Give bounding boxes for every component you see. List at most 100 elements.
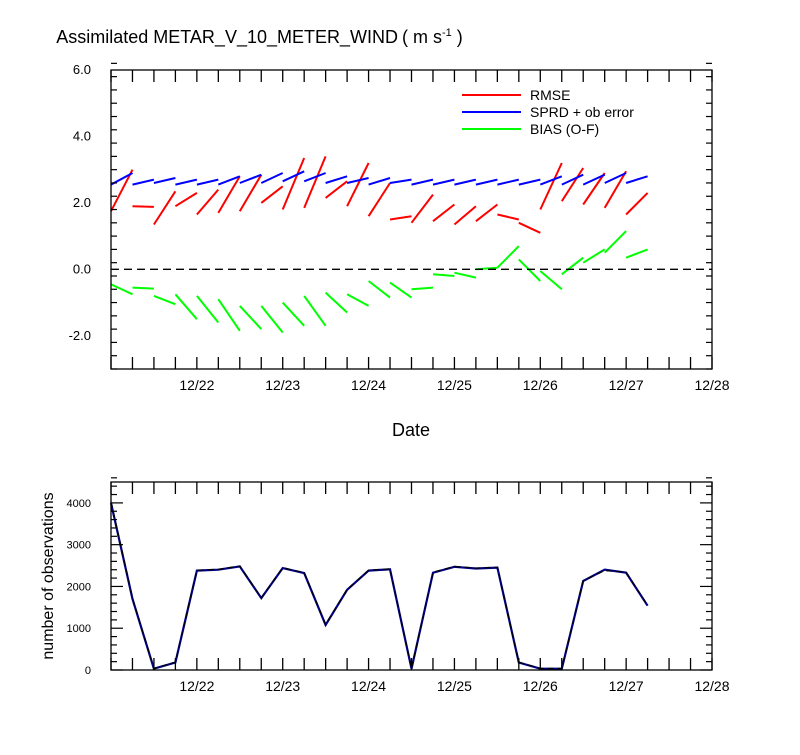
- series-sprd-segment: [282, 170, 305, 183]
- series-rmse-segment: [603, 170, 627, 209]
- series-sprd-segment: [175, 178, 198, 186]
- series-bias-segment: [561, 256, 584, 276]
- series-bias-segment: [132, 286, 154, 290]
- top-ytick-label: -2.0: [69, 328, 91, 343]
- top-xtick-label: 12/27: [609, 377, 644, 393]
- bottom-ytick-label: 3000: [67, 540, 91, 552]
- series-bias-segment: [346, 293, 370, 307]
- bottom-xtick-label: 12/26: [523, 678, 558, 694]
- top-ytick-label: 4.0: [73, 128, 91, 143]
- series-rmse-segment: [110, 169, 134, 212]
- series-bias-segment: [389, 281, 413, 299]
- series-rmse-segment: [518, 221, 541, 234]
- top-labels-group: 12/22 12/23 12/24 12/25 12/26 12/27 12/28 -2.0 0…: [69, 62, 730, 393]
- series-rmse-segment: [153, 190, 177, 226]
- chart-title-units-open: ( m s: [402, 27, 442, 47]
- series-rmse-segment: [475, 203, 499, 222]
- top-series-group: [110, 156, 649, 334]
- bottom-ytick-label: 2000: [67, 581, 91, 593]
- series-bias-segment: [196, 295, 220, 324]
- legend-label-bias: BIAS (O-F): [530, 121, 599, 137]
- chart-title-units: ( m s-1 ): [402, 27, 463, 47]
- series-sprd-segment: [196, 178, 219, 186]
- top-x-axis-label: Date: [392, 420, 430, 440]
- top-xtick-label: 12/23: [265, 377, 300, 393]
- series-bias-segment: [582, 248, 606, 264]
- series-sprd-segment: [604, 172, 627, 184]
- series-sprd-segment: [497, 178, 520, 186]
- series-bias-segment: [367, 280, 391, 299]
- top-xtick-label: 12/26: [523, 377, 558, 393]
- series-rmse-segment: [324, 180, 348, 199]
- legend: RMSE SPRD + ob error BIAS (O-F): [462, 87, 634, 137]
- bottom-series-group: [109, 501, 649, 671]
- series-sprd-segment: [625, 175, 648, 184]
- series-bias-segment: [239, 305, 263, 330]
- top-ytick-label: 6.0: [73, 62, 91, 77]
- series-sprd-segment: [561, 173, 584, 186]
- series-sprd-segment: [217, 175, 241, 186]
- bottom-xtick-label: 12/25: [437, 678, 472, 694]
- top-ytick-label: 0.0: [73, 261, 91, 276]
- chart-title-units-exp: -1: [442, 27, 452, 39]
- top-xtick-label: 12/24: [351, 377, 386, 393]
- series-bias-segment: [110, 283, 133, 296]
- series-rmse-segment: [367, 182, 391, 217]
- series-rmse-segment: [346, 162, 370, 207]
- bottom-xtick-label: 12/28: [694, 678, 729, 694]
- series-bias-segment: [303, 295, 327, 327]
- series-sprd-segment: [454, 178, 477, 186]
- bottom-labels-group: 12/22 12/23 12/24 12/25 12/26 12/27 12/28 0 1000…: [67, 498, 730, 694]
- series-bias-segment: [281, 301, 305, 327]
- obs-series-possible: [110, 501, 649, 670]
- top-xtick-label: 12/22: [179, 377, 214, 393]
- series-rmse-segment: [238, 174, 263, 212]
- series-rmse-segment: [132, 205, 154, 208]
- series-rmse-segment: [539, 162, 563, 210]
- series-sprd-segment: [518, 178, 541, 186]
- series-rmse-segment: [281, 157, 306, 210]
- series-rmse-segment: [389, 215, 412, 221]
- series-sprd-segment: [153, 177, 176, 184]
- series-bias-segment: [411, 286, 434, 291]
- series-sprd-segment: [239, 173, 262, 184]
- series-bias-segment: [260, 305, 284, 334]
- bottom-xtick-label: 12/24: [351, 678, 386, 694]
- chart-title: Assimilated METAR_V_10_METER_WIND: [56, 27, 398, 48]
- series-bias-segment: [174, 293, 198, 320]
- series-bias-segment: [518, 258, 542, 282]
- bottom-xtick-label: 12/27: [609, 678, 644, 694]
- series-rmse-segment: [432, 203, 456, 222]
- bottom-xtick-label: 12/23: [265, 678, 300, 694]
- series-sprd-segment: [475, 178, 498, 186]
- bottom-ytick-label: 4000: [67, 498, 91, 510]
- series-sprd-segment: [389, 178, 412, 184]
- bottom-xtick-label: 12/22: [179, 678, 214, 694]
- series-rmse-segment: [217, 175, 241, 214]
- top-ytick-label: 2.0: [73, 195, 91, 210]
- legend-label-sprd: SPRD + ob error: [530, 104, 634, 120]
- bottom-ytick-label: 0: [85, 665, 91, 677]
- series-bias-segment: [539, 270, 563, 291]
- series-rmse-segment: [560, 167, 585, 202]
- top-ticks-group: [110, 62, 713, 370]
- top-xtick-label: 12/28: [694, 377, 729, 393]
- series-bias-segment: [625, 248, 648, 259]
- series-rmse-segment: [260, 185, 284, 204]
- series-bias-segment: [432, 273, 455, 277]
- series-sprd-segment: [411, 178, 434, 186]
- top-panel: 12/22 12/23 12/24 12/25 12/26 12/27 12/28 -2.0 0…: [69, 62, 730, 440]
- series-sprd-segment: [346, 177, 369, 184]
- series-sprd-segment: [303, 172, 326, 183]
- series-sprd-segment: [260, 172, 284, 184]
- series-bias-segment: [324, 291, 348, 314]
- series-rmse-segment: [174, 192, 198, 208]
- top-xtick-label: 12/25: [437, 377, 472, 393]
- bottom-panel: 12/22 12/23 12/24 12/25 12/26 12/27 12/28 0 1000…: [40, 477, 730, 694]
- series-rmse-segment: [196, 188, 220, 216]
- series-rmse-segment: [303, 156, 327, 209]
- series-sprd-segment: [368, 177, 391, 186]
- bottom-ytick-label: 1000: [67, 623, 91, 635]
